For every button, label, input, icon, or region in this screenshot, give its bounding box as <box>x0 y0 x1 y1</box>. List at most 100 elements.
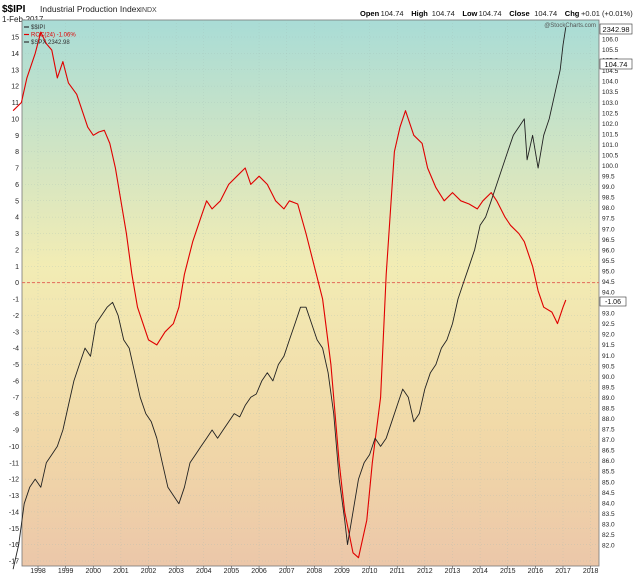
x-tick-label: 2016 <box>528 568 544 575</box>
left-tick-label: 7 <box>15 166 19 173</box>
ohlc-value: +0.01 (+0.01%) <box>581 9 633 18</box>
x-tick-label: 1998 <box>30 568 46 575</box>
left-axis: 1514131211109876543210-1-2-3-4-5-6-7-8-9… <box>9 35 19 566</box>
right-tick-label: 105.5 <box>602 47 619 54</box>
left-tick-label: 8 <box>15 149 19 156</box>
left-tick-label: -7 <box>13 395 19 402</box>
right-tick-label: 87.5 <box>602 427 615 434</box>
right-tick-label: 82.0 <box>602 543 615 550</box>
exchange-label: INDX <box>140 7 157 14</box>
right-tick-label: 94.5 <box>602 279 615 286</box>
right-tick-label: 100.0 <box>602 163 619 170</box>
right-tick-label: 89.5 <box>602 384 615 391</box>
right-tick-label: 97.5 <box>602 216 615 223</box>
ohlc-value: 104.74 <box>534 9 557 18</box>
x-tick-label: 2006 <box>251 568 267 575</box>
left-tick-label: -11 <box>9 460 19 467</box>
right-tick-label: 88.5 <box>602 405 615 412</box>
right-tick-label: 83.0 <box>602 521 615 528</box>
right-tick-label: 87.0 <box>602 437 615 444</box>
right-tick-label: 98.5 <box>602 195 615 202</box>
right-tick-label: 96.0 <box>602 247 615 254</box>
right-axis: 106.0105.5105.0104.5104.0103.5103.0102.5… <box>602 37 619 550</box>
right-tick-label: 92.0 <box>602 332 615 339</box>
date-label: 1-Feb-2017 <box>2 15 44 24</box>
left-tick-label: 13 <box>11 67 19 74</box>
series-line-roc <box>12 31 567 559</box>
right-tick-label: 89.0 <box>602 395 615 402</box>
right-tick-label: 86.5 <box>602 448 615 455</box>
right-tick-label: 99.5 <box>602 174 615 181</box>
right-tick-label: 104.0 <box>602 79 619 86</box>
ipi-badge-text: 104.74 <box>605 60 628 69</box>
right-tick-label: 91.5 <box>602 342 615 349</box>
right-tick-label: 85.5 <box>602 469 615 476</box>
right-tick-label: 100.5 <box>602 152 619 159</box>
right-tick-label: 86.0 <box>602 458 615 465</box>
left-tick-label: -16 <box>9 542 19 549</box>
x-tick-label: 2002 <box>141 568 157 575</box>
spx-badge-text: 2342.98 <box>602 25 629 34</box>
right-tick-label: 101.5 <box>602 131 619 138</box>
left-tick-label: -1 <box>13 297 19 304</box>
ohlc-value: 104.74 <box>479 9 502 18</box>
right-tick-label: 85.0 <box>602 479 615 486</box>
x-tick-label: 2009 <box>334 568 350 575</box>
left-tick-label: -10 <box>9 444 19 451</box>
right-tick-label: 93.0 <box>602 311 615 318</box>
left-tick-label: -5 <box>13 362 19 369</box>
plot-area <box>21 19 600 567</box>
left-tick-label: -4 <box>13 346 19 353</box>
x-tick-label: 2010 <box>362 568 378 575</box>
x-tick-label: 2011 <box>390 568 405 575</box>
x-tick-label: 2008 <box>307 568 323 575</box>
left-tick-label: 9 <box>15 133 19 140</box>
left-tick-label: -2 <box>13 313 19 320</box>
right-tick-label: 101.0 <box>602 142 619 149</box>
roc-badge-text: -1.06 <box>605 299 621 306</box>
index-name: Industrial Production Index <box>40 4 141 14</box>
x-tick-label: 2001 <box>113 568 129 575</box>
x-tick-label: 2003 <box>168 568 184 575</box>
left-tick-label: 6 <box>15 182 19 189</box>
left-tick-label: -9 <box>13 428 19 435</box>
right-tick-label: 97.0 <box>602 226 615 233</box>
x-tick-label: 2000 <box>85 568 101 575</box>
right-tick-label: 92.5 <box>602 321 615 328</box>
right-tick-label: 103.5 <box>602 89 619 96</box>
left-tick-label: -15 <box>9 526 19 533</box>
right-tick-label: 90.5 <box>602 363 615 370</box>
right-tick-label: 98.0 <box>602 205 615 212</box>
ipi-badge: 104.74 <box>599 58 633 70</box>
legend-label: ROC(24) -1.06% <box>31 33 76 39</box>
x-tick-label: 2018 <box>583 568 599 575</box>
x-tick-label: 2004 <box>196 568 212 575</box>
ohlc-label: Open <box>360 9 380 18</box>
right-tick-label: 104.5 <box>602 68 619 75</box>
right-tick-label: 102.5 <box>602 110 619 117</box>
x-tick-label: 2012 <box>417 568 433 575</box>
left-tick-label: -8 <box>13 411 19 418</box>
symbol-title: $$IPI <box>2 4 26 15</box>
x-axis: 1998 1999 2000 2001 2002 2003 2004 2005 2006 2007… <box>30 566 599 575</box>
left-tick-label: 10 <box>11 116 19 123</box>
ohlc-label: High <box>411 9 428 18</box>
x-tick-label: 2007 <box>279 568 295 575</box>
right-tick-label: 106.0 <box>602 37 619 44</box>
left-tick-label: -12 <box>9 477 19 484</box>
left-tick-label: 4 <box>15 215 19 222</box>
left-tick-label: 3 <box>15 231 19 238</box>
roc-badge: -1.06 <box>599 296 627 307</box>
right-tick-label: 95.0 <box>602 268 615 275</box>
right-tick-label: 90.0 <box>602 374 615 381</box>
watermark: @StockCharts.com <box>544 23 596 29</box>
ohlc-label: Chg <box>565 9 580 18</box>
series-line-spx <box>12 27 567 570</box>
left-tick-label: 1 <box>15 264 19 271</box>
right-tick-label: 91.0 <box>602 353 615 360</box>
left-tick-label: 2 <box>15 247 19 254</box>
right-tick-label: 82.5 <box>602 532 615 539</box>
right-tick-label: 84.0 <box>602 500 615 507</box>
right-tick-label: 103.0 <box>602 100 619 107</box>
